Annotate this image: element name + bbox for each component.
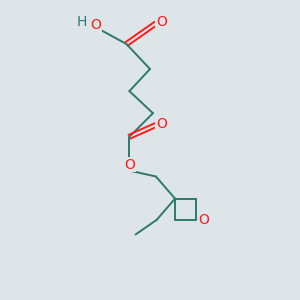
Text: O: O: [124, 158, 135, 172]
Text: O: O: [156, 117, 167, 131]
Text: O: O: [156, 15, 167, 29]
Text: O: O: [90, 18, 101, 32]
Text: H: H: [76, 15, 87, 29]
Text: O: O: [198, 213, 209, 227]
